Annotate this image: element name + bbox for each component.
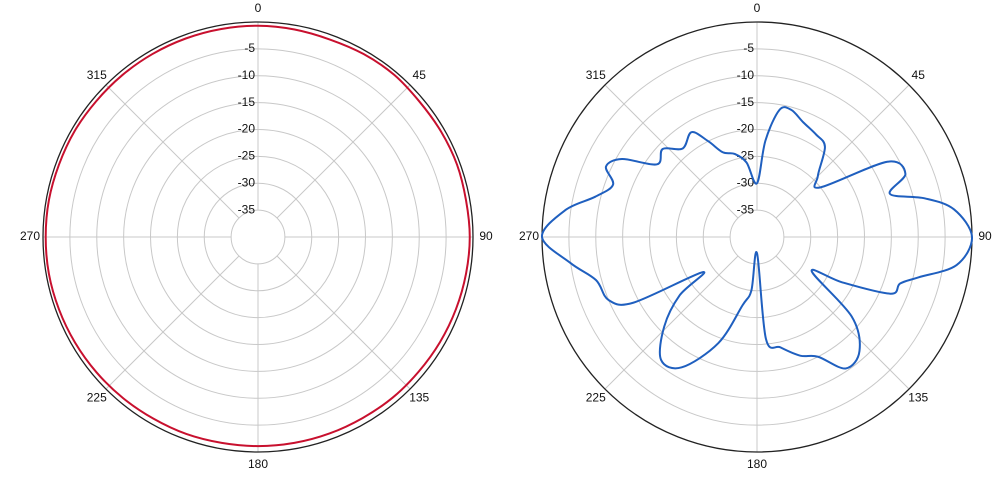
radial-label: -35	[238, 202, 256, 216]
grid-spoke	[775, 255, 910, 390]
radial-label: -20	[737, 122, 755, 136]
angle-label: 225	[87, 390, 107, 404]
angle-label: 90	[978, 229, 992, 243]
radial-label: -35	[737, 202, 755, 216]
angle-label: 0	[754, 1, 761, 15]
pattern-line	[44, 24, 471, 448]
angle-label: 135	[908, 390, 928, 404]
grid-spoke	[105, 255, 240, 390]
radial-label: -25	[238, 149, 256, 163]
radial-label: -20	[238, 122, 256, 136]
angle-label: 90	[479, 229, 493, 243]
radial-label: -15	[238, 95, 256, 109]
angle-label: 45	[413, 68, 427, 82]
radial-label: -30	[238, 175, 256, 189]
radial-label: -25	[737, 149, 755, 163]
pattern-line	[541, 106, 974, 370]
angle-label: 45	[912, 68, 926, 82]
grid-spoke	[604, 84, 739, 219]
grid-spoke	[775, 84, 910, 219]
grid-ring	[230, 209, 286, 265]
grid-spoke	[604, 255, 739, 390]
radial-label: -10	[737, 68, 755, 82]
radial-label: -5	[244, 41, 255, 55]
angle-label: 135	[409, 390, 429, 404]
radial-label: -30	[737, 175, 755, 189]
radial-label: -5	[743, 41, 754, 55]
angle-label: 180	[747, 457, 767, 471]
grid-spoke	[105, 84, 240, 219]
angle-label: 315	[586, 68, 606, 82]
radial-label: -15	[737, 95, 755, 109]
outer-circle	[42, 21, 474, 453]
radial-label: -10	[238, 68, 256, 82]
angle-label: 270	[20, 229, 40, 243]
angle-label: 225	[586, 390, 606, 404]
grid-spoke	[276, 84, 411, 219]
angle-label: 180	[248, 457, 268, 471]
angle-label: 0	[255, 1, 262, 15]
angle-label: 270	[519, 229, 539, 243]
angle-label: 315	[87, 68, 107, 82]
grid-spoke	[276, 255, 411, 390]
